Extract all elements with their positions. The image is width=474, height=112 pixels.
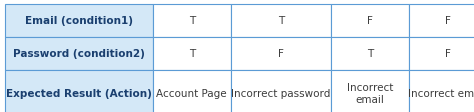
Text: Account Page: Account Page bbox=[156, 88, 227, 98]
Text: F: F bbox=[445, 16, 451, 26]
Text: F: F bbox=[367, 16, 373, 26]
Text: Incorrect password: Incorrect password bbox=[231, 88, 330, 98]
Bar bbox=[409, 4, 474, 37]
Text: Incorrect
email: Incorrect email bbox=[346, 82, 393, 104]
Bar bbox=[5, 70, 153, 112]
Text: F: F bbox=[278, 49, 283, 58]
Bar bbox=[153, 70, 231, 112]
Text: F: F bbox=[445, 49, 451, 58]
Bar bbox=[231, 70, 331, 112]
Bar bbox=[231, 37, 331, 70]
Bar bbox=[153, 37, 231, 70]
Text: T: T bbox=[189, 16, 195, 26]
Bar bbox=[5, 4, 153, 37]
Text: Password (condition2): Password (condition2) bbox=[13, 49, 145, 58]
Bar bbox=[331, 37, 409, 70]
Text: T: T bbox=[278, 16, 284, 26]
Text: Incorrect email: Incorrect email bbox=[409, 88, 474, 98]
Text: T: T bbox=[366, 49, 373, 58]
Text: Expected Result (Action): Expected Result (Action) bbox=[6, 88, 152, 98]
Bar bbox=[331, 4, 409, 37]
Text: T: T bbox=[189, 49, 195, 58]
Bar bbox=[409, 70, 474, 112]
Bar bbox=[231, 4, 331, 37]
Bar bbox=[331, 70, 409, 112]
Bar bbox=[409, 37, 474, 70]
Bar bbox=[5, 37, 153, 70]
Bar bbox=[153, 4, 231, 37]
Text: Email (condition1): Email (condition1) bbox=[25, 16, 133, 26]
